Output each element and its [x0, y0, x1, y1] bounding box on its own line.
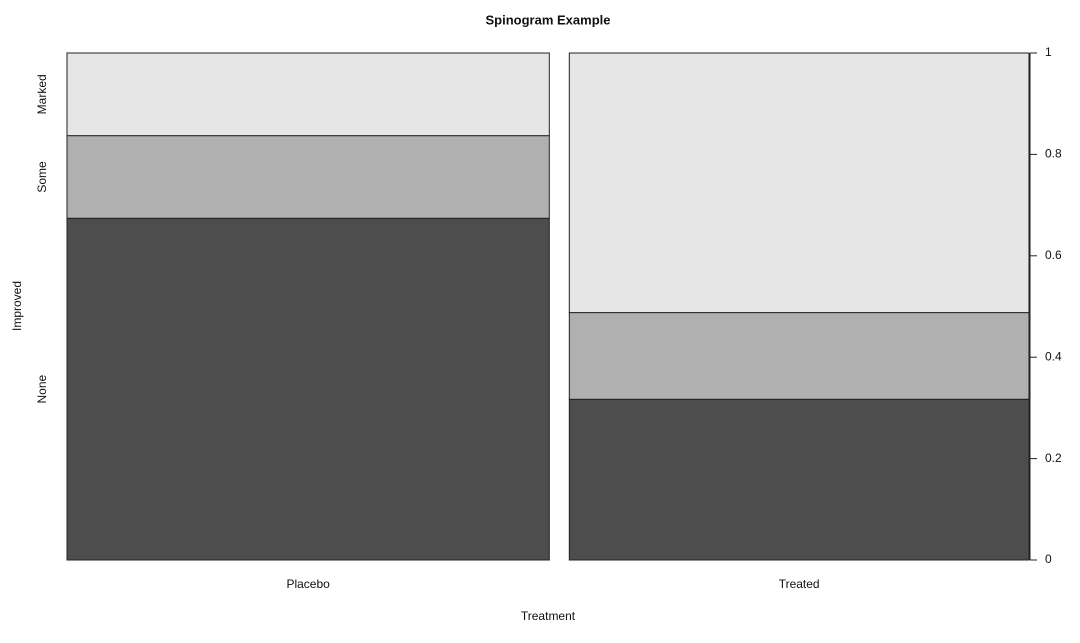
- segment: [66, 217, 550, 561]
- segment: [66, 135, 550, 219]
- segment: [568, 398, 1030, 561]
- y-axis-label: Improved: [10, 281, 24, 331]
- x-tick-label: Placebo: [286, 577, 330, 591]
- y-category-label: None: [35, 374, 49, 403]
- segment: [568, 312, 1030, 400]
- x-tick-label: Treated: [779, 577, 820, 591]
- y-tick-label: 0.6: [1045, 248, 1062, 262]
- y-tick-label: 0.4: [1045, 349, 1062, 363]
- y-tick-label: 0.8: [1045, 147, 1062, 161]
- segment: [568, 52, 1030, 314]
- y-category-label: Marked: [35, 74, 49, 114]
- segment: [66, 52, 550, 137]
- y-tick-label: 0: [1045, 552, 1052, 566]
- y-tick-label: 1: [1045, 45, 1052, 59]
- y-category-label: Some: [35, 161, 49, 193]
- chart-title: Spinogram Example: [486, 12, 611, 27]
- x-axis-label: Treatment: [521, 609, 576, 623]
- y-tick-label: 0.2: [1045, 451, 1062, 465]
